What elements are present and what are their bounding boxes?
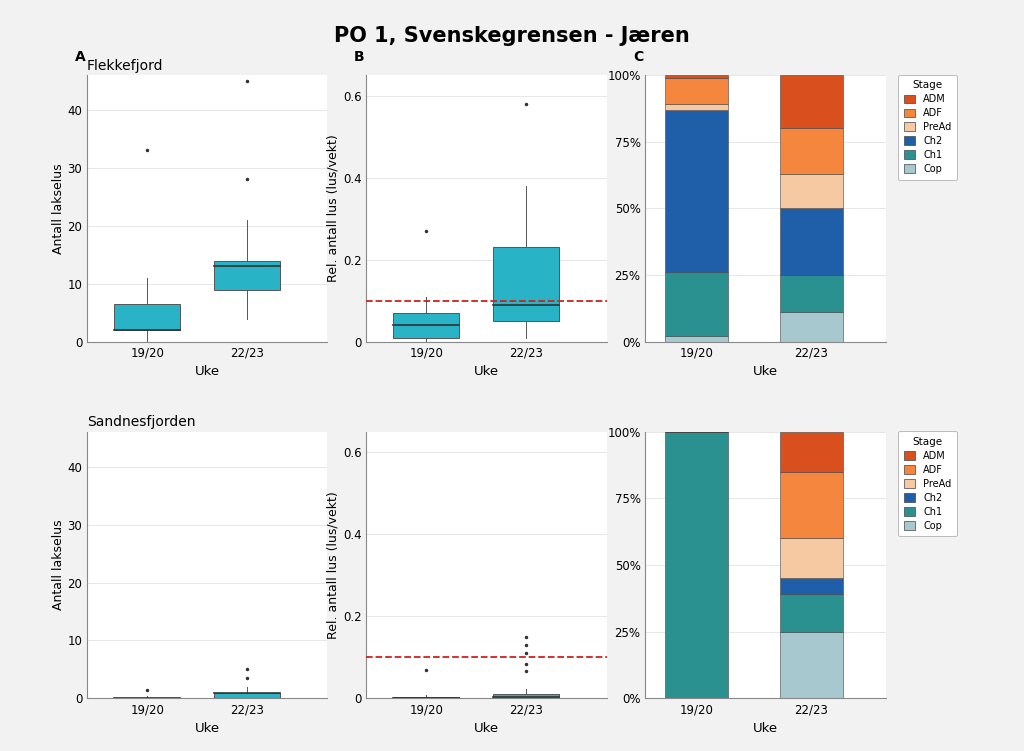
Text: Flekkefjord: Flekkefjord xyxy=(87,59,164,73)
Text: A: A xyxy=(75,50,85,64)
Bar xyxy=(780,312,843,342)
Bar xyxy=(666,110,728,273)
Y-axis label: Antall lakselus: Antall lakselus xyxy=(51,520,65,611)
Bar xyxy=(393,313,460,338)
X-axis label: Uke: Uke xyxy=(753,722,778,734)
Bar xyxy=(780,578,843,595)
Bar xyxy=(494,247,559,321)
X-axis label: Uke: Uke xyxy=(195,722,220,734)
Bar xyxy=(214,692,281,698)
Text: PO 1, Svenskegrensen - Jæren: PO 1, Svenskegrensen - Jæren xyxy=(334,26,690,47)
Bar xyxy=(780,173,843,208)
Legend: ADM, ADF, PreAd, Ch2, Ch1, Cop: ADM, ADF, PreAd, Ch2, Ch1, Cop xyxy=(898,431,957,536)
Bar xyxy=(780,472,843,538)
Bar xyxy=(666,75,728,78)
Bar xyxy=(780,432,843,472)
Bar xyxy=(494,693,559,698)
X-axis label: Uke: Uke xyxy=(474,722,499,734)
Bar xyxy=(393,697,460,698)
Y-axis label: Antall lakselus: Antall lakselus xyxy=(51,163,65,254)
Bar xyxy=(666,78,728,104)
X-axis label: Uke: Uke xyxy=(195,365,220,378)
Bar xyxy=(780,128,843,173)
Bar xyxy=(114,304,180,330)
X-axis label: Uke: Uke xyxy=(753,365,778,378)
Bar xyxy=(214,261,281,290)
Bar xyxy=(666,432,728,698)
Bar xyxy=(780,538,843,578)
Y-axis label: Rel. antall lus (lus/vekt): Rel. antall lus (lus/vekt) xyxy=(327,134,340,282)
Bar xyxy=(780,595,843,632)
Bar xyxy=(780,275,843,312)
Text: Sandnesfjorden: Sandnesfjorden xyxy=(87,415,196,430)
Y-axis label: Rel. antall lus (lus/vekt): Rel. antall lus (lus/vekt) xyxy=(327,491,340,639)
Bar xyxy=(666,104,728,110)
Bar xyxy=(780,208,843,275)
Text: C: C xyxy=(633,50,643,64)
Bar xyxy=(666,273,728,336)
Bar xyxy=(666,336,728,342)
Text: B: B xyxy=(354,50,365,64)
X-axis label: Uke: Uke xyxy=(474,365,499,378)
Bar xyxy=(780,75,843,128)
Legend: ADM, ADF, PreAd, Ch2, Ch1, Cop: ADM, ADF, PreAd, Ch2, Ch1, Cop xyxy=(898,74,957,179)
Bar xyxy=(780,632,843,698)
